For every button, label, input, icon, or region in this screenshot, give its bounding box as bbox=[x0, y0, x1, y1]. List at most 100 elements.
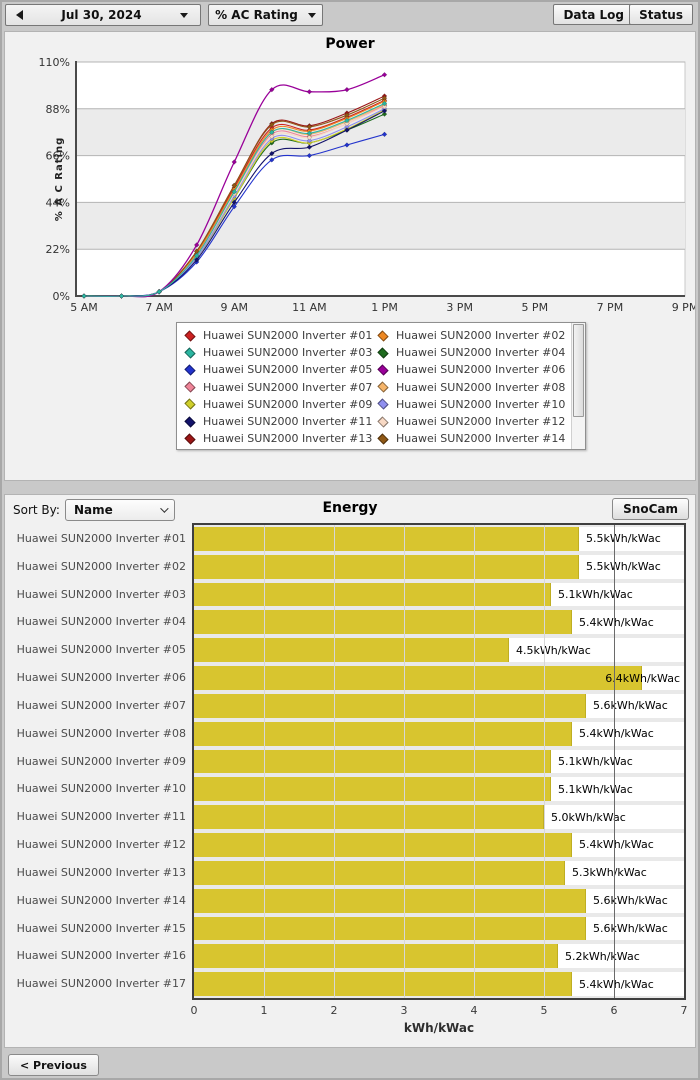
power-series-marker bbox=[306, 144, 313, 150]
energy-bar bbox=[194, 833, 572, 857]
energy-x-axis-label: kWh/kWac bbox=[403, 1021, 475, 1035]
legend-scrollbar[interactable] bbox=[571, 323, 585, 449]
energy-row-label: Huawei SUN2000 Inverter #02 bbox=[16, 559, 186, 573]
power-series-marker bbox=[344, 142, 350, 148]
legend-label: Huawei SUN2000 Inverter #01 bbox=[203, 329, 373, 343]
energy-x-tick: 6 bbox=[610, 1004, 618, 1017]
sort-by-select[interactable]: Name bbox=[65, 499, 175, 521]
legend-swatch-icon bbox=[377, 347, 389, 359]
legend-entry: Huawei SUN2000 Inverter #08 bbox=[376, 381, 569, 394]
power-legend: Huawei SUN2000 Inverter #01 Huawei SUN200… bbox=[176, 322, 586, 450]
legend-entry: Huawei SUN2000 Inverter #14 bbox=[376, 432, 569, 445]
energy-row-label: Huawei SUN2000 Inverter #13 bbox=[16, 865, 186, 879]
legend-label: Huawei SUN2000 Inverter #07 bbox=[203, 380, 373, 394]
energy-row-label: Huawei SUN2000 Inverter #15 bbox=[16, 921, 186, 935]
power-series-marker bbox=[381, 131, 388, 138]
power-y-axis-label: % A C Rating bbox=[54, 137, 65, 221]
energy-bar-value: 5.1kWh/kWac bbox=[558, 588, 633, 602]
power-x-tick: 3 PM bbox=[446, 301, 473, 314]
legend-scrollbar-thumb[interactable] bbox=[573, 324, 584, 418]
power-series-marker bbox=[381, 111, 388, 117]
energy-bar-value: 5.3kWh/kWac bbox=[572, 866, 647, 880]
energy-row-label: Huawei SUN2000 Inverter #09 bbox=[16, 754, 186, 768]
energy-x-tick: 7 bbox=[680, 1004, 688, 1017]
previous-day-arrow-icon[interactable] bbox=[16, 10, 23, 20]
date-caret-icon bbox=[180, 12, 188, 18]
date-selector[interactable]: Jul 30, 2024 bbox=[5, 4, 201, 26]
power-series-marker bbox=[231, 203, 238, 210]
energy-bar-value: 5.6kWh/kWac bbox=[593, 894, 668, 908]
energy-gridline bbox=[334, 525, 335, 998]
legend-entry: Huawei SUN2000 Inverter #07 bbox=[183, 381, 376, 394]
energy-bar-row: 5.6kWh/kWac bbox=[194, 915, 684, 943]
power-series-marker bbox=[306, 130, 313, 137]
legend-label: Huawei SUN2000 Inverter #02 bbox=[396, 329, 566, 343]
previous-button[interactable]: < Previous bbox=[8, 1054, 99, 1076]
energy-bar-row: 5.4kWh/kWac bbox=[194, 831, 684, 859]
sort-by-value: Name bbox=[74, 503, 113, 517]
energy-bar-row: 5.4kWh/kWac bbox=[194, 720, 684, 748]
energy-bar bbox=[194, 666, 642, 690]
power-series-marker bbox=[344, 112, 350, 118]
energy-bar bbox=[194, 944, 558, 969]
energy-bar bbox=[194, 721, 572, 746]
power-series-marker bbox=[381, 100, 388, 107]
energy-bar-value: 5.6kWh/kWac bbox=[593, 921, 668, 935]
data-log-button[interactable]: Data Log bbox=[553, 4, 634, 25]
power-y-tick: 88% bbox=[46, 103, 70, 116]
legend-swatch-icon bbox=[377, 398, 389, 411]
legend-entry: Huawei SUN2000 Inverter #12 bbox=[376, 415, 569, 428]
power-series-marker bbox=[193, 242, 200, 248]
legend-label: Huawei SUN2000 Inverter #09 bbox=[203, 397, 373, 411]
energy-panel: Sort By: Name Energy SnoCam Huawei SUN20… bbox=[4, 494, 696, 1048]
power-series-marker bbox=[156, 288, 162, 295]
energy-row-label: Huawei SUN2000 Inverter #03 bbox=[16, 587, 186, 601]
legend-label: Huawei SUN2000 Inverter #04 bbox=[396, 346, 566, 360]
power-series-marker bbox=[231, 189, 238, 195]
snocam-button[interactable]: SnoCam bbox=[612, 498, 689, 520]
energy-row-label: Huawei SUN2000 Inverter #16 bbox=[16, 949, 186, 963]
metric-label: % AC Rating bbox=[215, 8, 298, 22]
legend-entry: Huawei SUN2000 Inverter #03 bbox=[183, 346, 376, 359]
power-y-tick: 22% bbox=[46, 243, 70, 256]
legend-entry: Huawei SUN2000 Inverter #11 bbox=[183, 415, 376, 428]
power-series-marker bbox=[306, 89, 313, 95]
energy-bar bbox=[194, 916, 586, 941]
metric-selector[interactable]: % AC Rating bbox=[208, 4, 323, 26]
legend-swatch-icon bbox=[377, 364, 389, 376]
energy-bar-row: 6.4kWh/kWac bbox=[194, 664, 684, 692]
power-y-tick: 44% bbox=[46, 196, 70, 209]
power-series-marker bbox=[193, 257, 200, 263]
legend-swatch-icon bbox=[184, 347, 196, 359]
energy-x-axis: 0 1 2 3 4 5 6 7 bbox=[5, 1004, 695, 1018]
energy-bar-row: 5.1kWh/kWac bbox=[194, 748, 684, 776]
power-line-chart: 0% 22% 44% 66% 88% 110% 5 AM 7 AM 9 AM 11 AM 1 PM 3… bbox=[39, 56, 695, 314]
energy-row-label: Huawei SUN2000 Inverter #05 bbox=[16, 643, 186, 657]
energy-bar-value: 5.4kWh/kWac bbox=[579, 727, 654, 741]
power-x-tick: 9 PM bbox=[672, 301, 695, 314]
energy-bar-row: 5.1kWh/kWac bbox=[194, 775, 684, 803]
energy-bar bbox=[194, 805, 544, 830]
energy-gridline bbox=[404, 525, 405, 998]
power-series-marker bbox=[269, 129, 275, 135]
energy-bar-value: 5.5kWh/kWac bbox=[586, 532, 661, 546]
energy-bar-value: 5.4kWh/kWac bbox=[579, 977, 654, 991]
energy-row-label: Huawei SUN2000 Inverter #06 bbox=[16, 671, 186, 685]
status-button[interactable]: Status bbox=[629, 4, 693, 25]
power-series-marker bbox=[231, 182, 238, 189]
legend-swatch-icon bbox=[184, 381, 196, 393]
date-label: Jul 30, 2024 bbox=[61, 8, 142, 22]
energy-bar-value: 5.2kWh/kWac bbox=[565, 949, 640, 963]
energy-bar bbox=[194, 888, 586, 913]
energy-bar bbox=[194, 610, 572, 635]
power-y-tick: 66% bbox=[46, 150, 70, 163]
energy-x-tick: 1 bbox=[260, 1004, 268, 1017]
power-x-tick: 7 AM bbox=[145, 301, 173, 314]
legend-entry: Huawei SUN2000 Inverter #06 bbox=[376, 363, 569, 376]
energy-bar bbox=[194, 860, 565, 885]
power-series-marker bbox=[306, 134, 313, 141]
metric-caret-icon bbox=[307, 12, 316, 18]
energy-x-tick: 0 bbox=[190, 1004, 198, 1017]
energy-row-label: Huawei SUN2000 Inverter #17 bbox=[16, 977, 186, 991]
power-series-marker bbox=[344, 120, 350, 127]
